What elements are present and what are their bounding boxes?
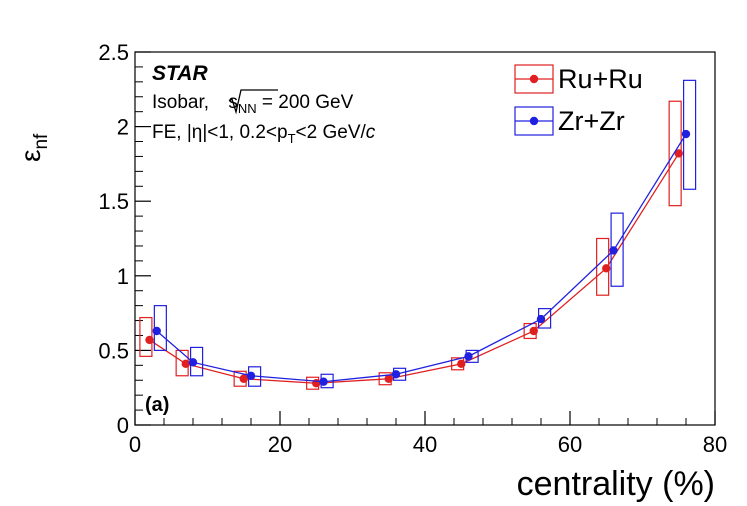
data-point <box>602 264 611 273</box>
x-axis-label: centrality (%) <box>517 465 715 503</box>
y-axis-label-sub: nf <box>31 133 52 150</box>
legend-label: Ru+Ru <box>558 64 643 94</box>
annotation-line-3: FE, |η|<1, 0.2<pT<2 GeV/c <box>152 122 376 146</box>
data-point <box>188 358 198 367</box>
data-point <box>145 335 154 345</box>
y-tick-label: 0 <box>117 413 129 438</box>
data-point <box>457 359 466 369</box>
series-layer <box>139 79 697 390</box>
data-point <box>152 326 161 336</box>
y-tick-label: 2.5 <box>98 40 129 65</box>
axes: 0 20 40 60 80 0 0.5 1 1.5 2 2.5 <box>98 40 727 457</box>
annotation-line-2-suffix: = 200 GeV <box>257 92 354 113</box>
legend-item: Ru+Ru <box>514 64 643 94</box>
data-point <box>239 374 248 383</box>
data-point <box>391 370 401 379</box>
y-tick-label: 0.5 <box>98 338 129 363</box>
legend: Ru+Ru Zr+Zr <box>514 64 643 136</box>
series-Ru+Ru <box>139 100 683 390</box>
series-Zr+Zr <box>152 79 697 389</box>
y-tick-label: 2 <box>117 115 129 140</box>
y-tick-label: 1 <box>117 264 129 289</box>
panel-label: (a) <box>145 394 169 416</box>
data-point <box>681 129 691 139</box>
data-point <box>246 371 256 380</box>
x-tick-label: 80 <box>703 432 727 457</box>
experiment-label: STAR <box>152 62 208 85</box>
sqrt-symbol <box>228 89 278 115</box>
annotation-line-2: Isobar, sNN = 200 GeV <box>152 92 354 116</box>
legend-item: Zr+Zr <box>514 106 625 136</box>
legend-label: Zr+Zr <box>558 106 625 136</box>
data-point <box>536 314 546 324</box>
annotation-line-2-prefix: Isobar, <box>152 92 214 113</box>
annotation-line-3-sub: T <box>288 131 296 146</box>
legend-marker <box>529 116 539 126</box>
y-axis-label: εnf <box>15 133 52 162</box>
x-tick-label: 0 <box>129 432 141 457</box>
data-point <box>609 246 618 255</box>
x-tick-label: 20 <box>268 432 292 457</box>
series-line <box>149 153 680 384</box>
y-axis-label-main: ε <box>15 150 46 162</box>
annotation-line-3-mid: <2 GeV/ <box>296 122 367 143</box>
sqrt-s-sub: NN <box>238 101 257 116</box>
data-point <box>529 326 538 336</box>
annotation-line-3-prefix: FE, |η|<1, 0.2<p <box>152 122 288 143</box>
y-tick-label: 1.5 <box>98 189 129 214</box>
data-point <box>464 352 473 361</box>
annotation-line-3-italic: c <box>366 122 376 143</box>
data-point <box>319 377 328 386</box>
data-point <box>674 149 683 158</box>
data-point <box>181 359 190 369</box>
x-tick-label: 40 <box>413 432 437 457</box>
x-tick-label: 60 <box>558 432 582 457</box>
data-point <box>384 374 393 383</box>
legend-marker <box>529 74 539 84</box>
series-line <box>156 133 687 383</box>
